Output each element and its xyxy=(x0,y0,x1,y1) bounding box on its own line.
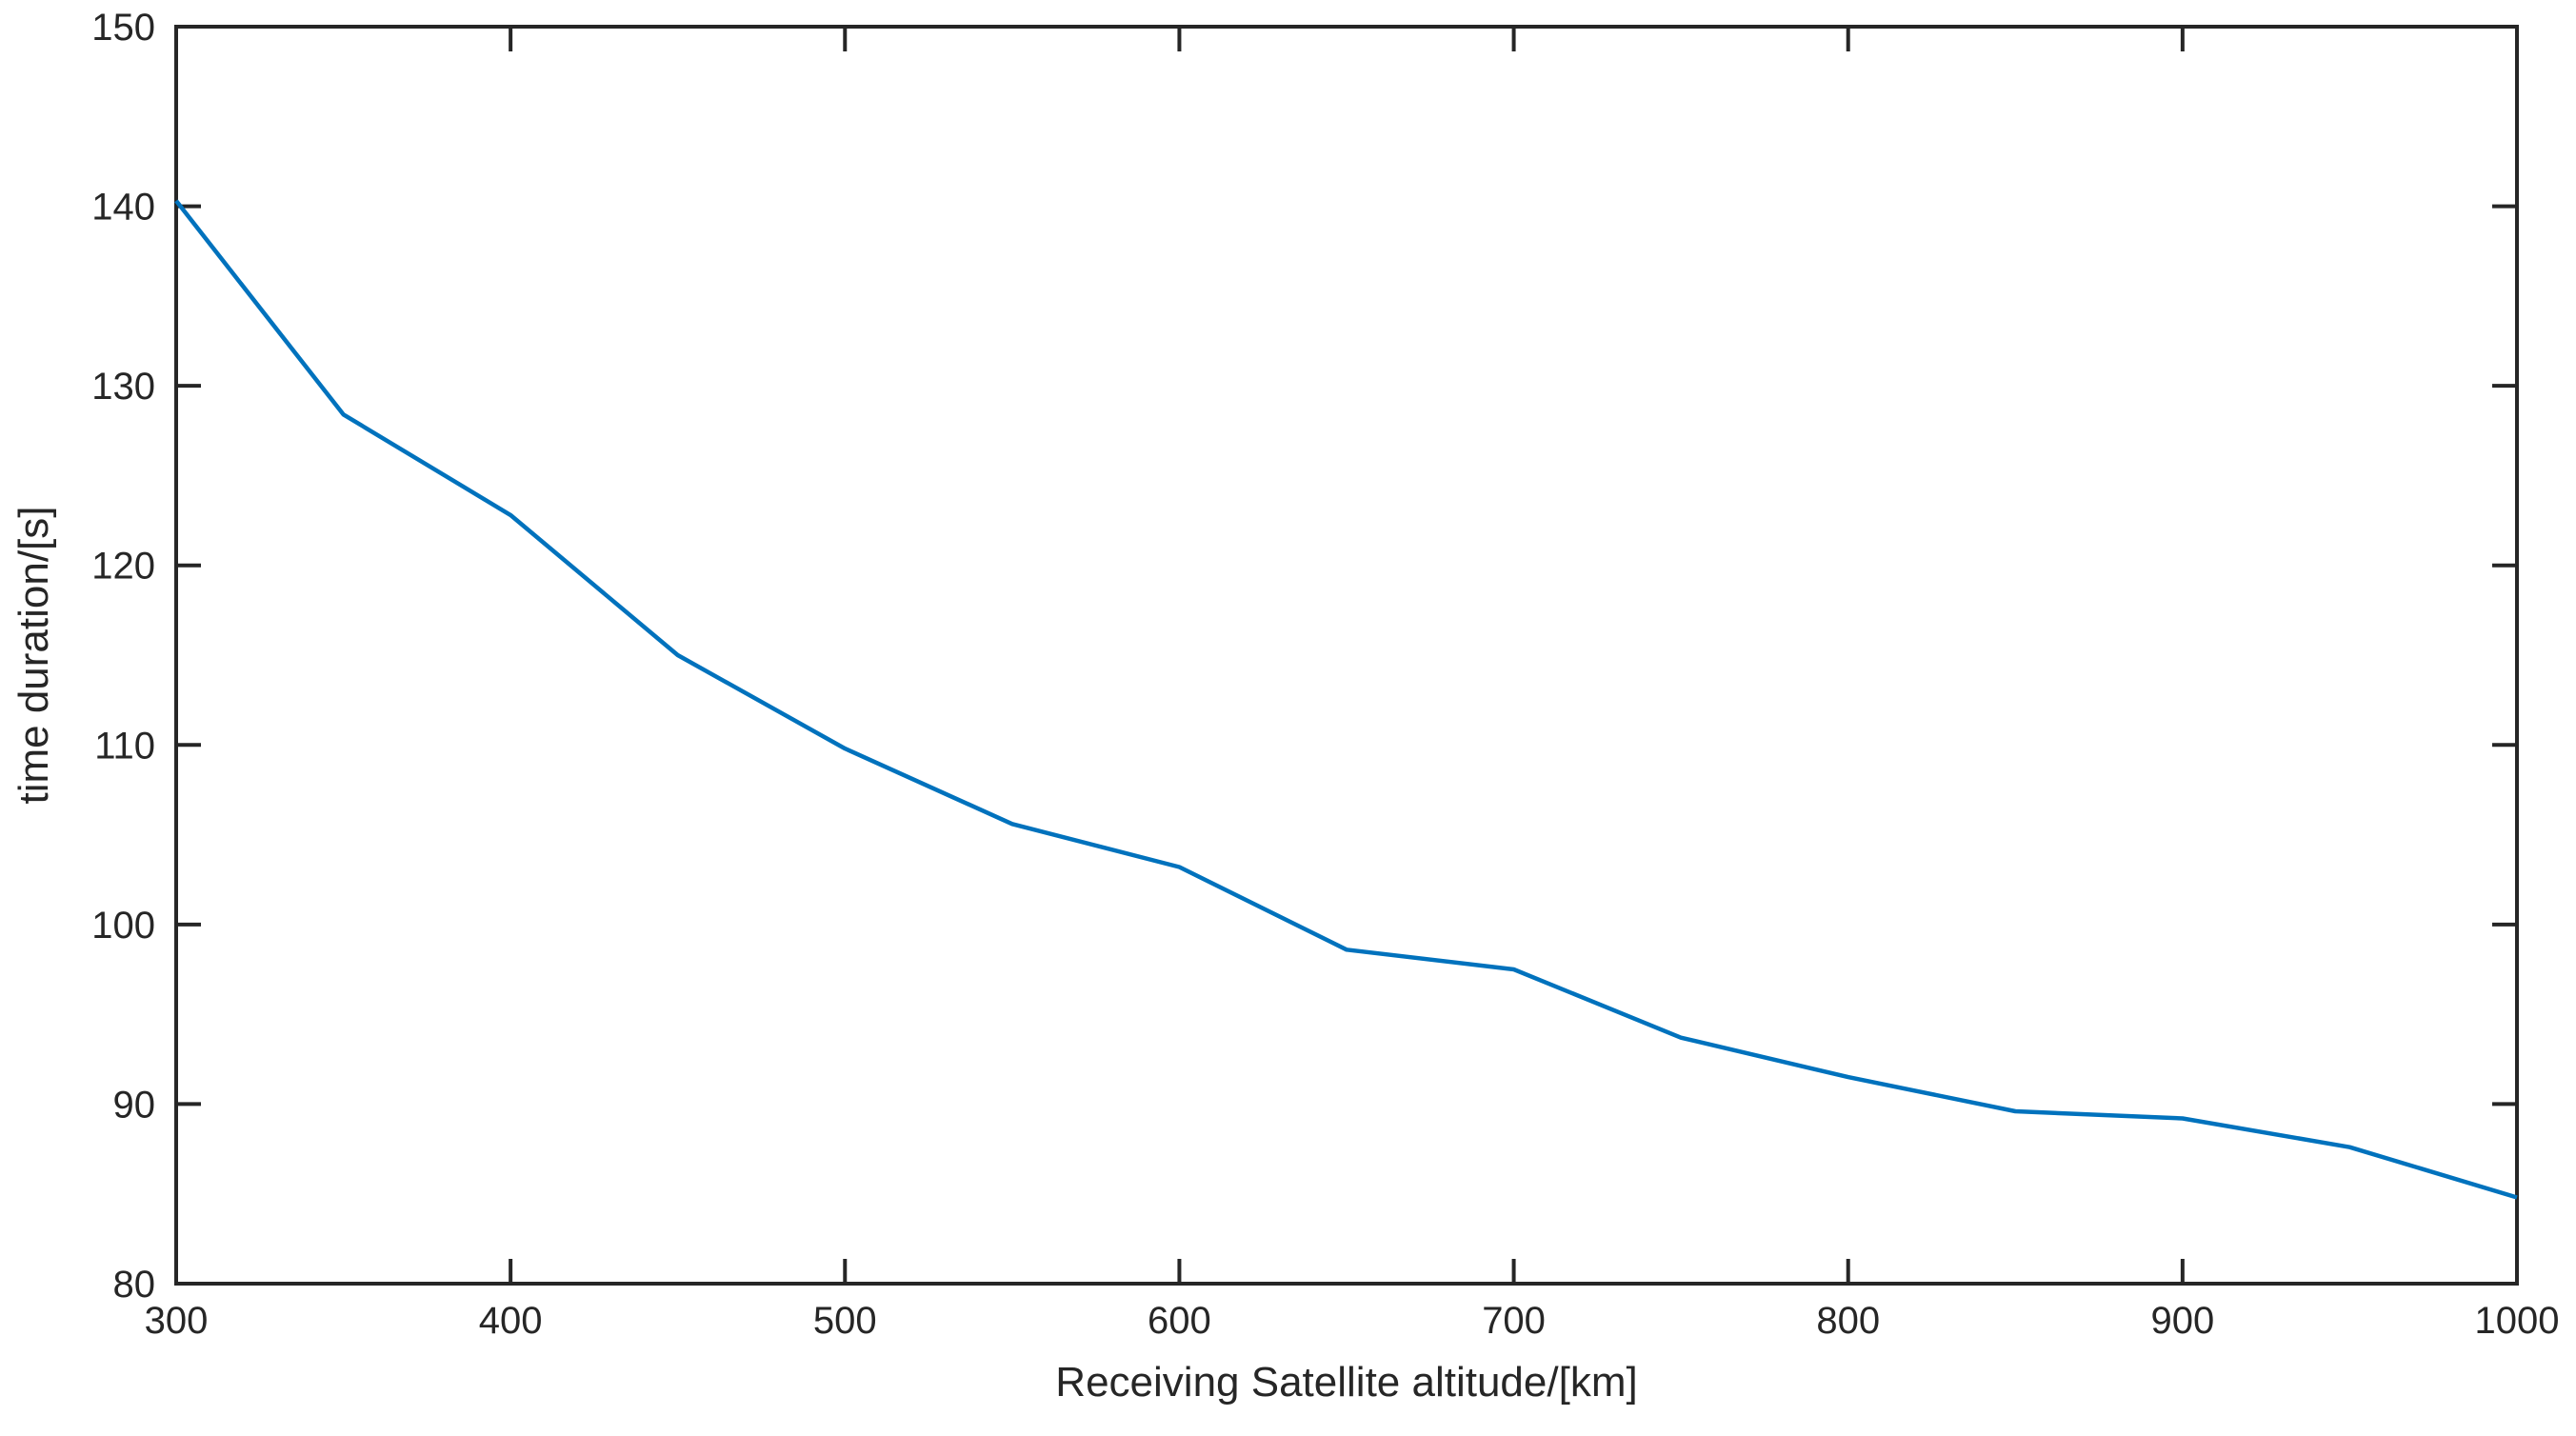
y-tick-label: 80 xyxy=(113,1264,156,1306)
x-tick-label: 900 xyxy=(2150,1300,2214,1342)
y-tick-label: 130 xyxy=(91,366,155,408)
plot-area xyxy=(174,25,2519,1286)
x-tick-label: 800 xyxy=(1816,1300,1880,1342)
y-tick-label: 120 xyxy=(91,546,155,588)
x-tick-label: 500 xyxy=(813,1300,877,1342)
y-axis: 80 90 100 110 120 130 140 150 xyxy=(91,7,2517,1306)
plot-frame xyxy=(174,25,2519,1286)
x-tick-label: 400 xyxy=(479,1300,543,1342)
series-layer xyxy=(174,199,2518,1200)
x-tick-label: 700 xyxy=(1482,1300,1546,1342)
y-tick-label: 100 xyxy=(91,905,155,947)
x-tick-label: 300 xyxy=(145,1300,209,1342)
x-tick-label: 600 xyxy=(1148,1300,1211,1342)
y-tick-label: 150 xyxy=(91,7,155,49)
x-axis-label: Receiving Satellite altitude/[km] xyxy=(1055,1359,1637,1406)
x-tick-label: 1000 xyxy=(2475,1300,2560,1342)
y-axis-label: time duration/[s] xyxy=(10,506,57,804)
y-tick-label: 110 xyxy=(94,725,155,767)
x-axis: 300 400 500 600 700 800 900 1000 xyxy=(145,27,2560,1342)
y-tick-label: 140 xyxy=(91,187,155,229)
y-tick-label: 90 xyxy=(113,1084,156,1126)
